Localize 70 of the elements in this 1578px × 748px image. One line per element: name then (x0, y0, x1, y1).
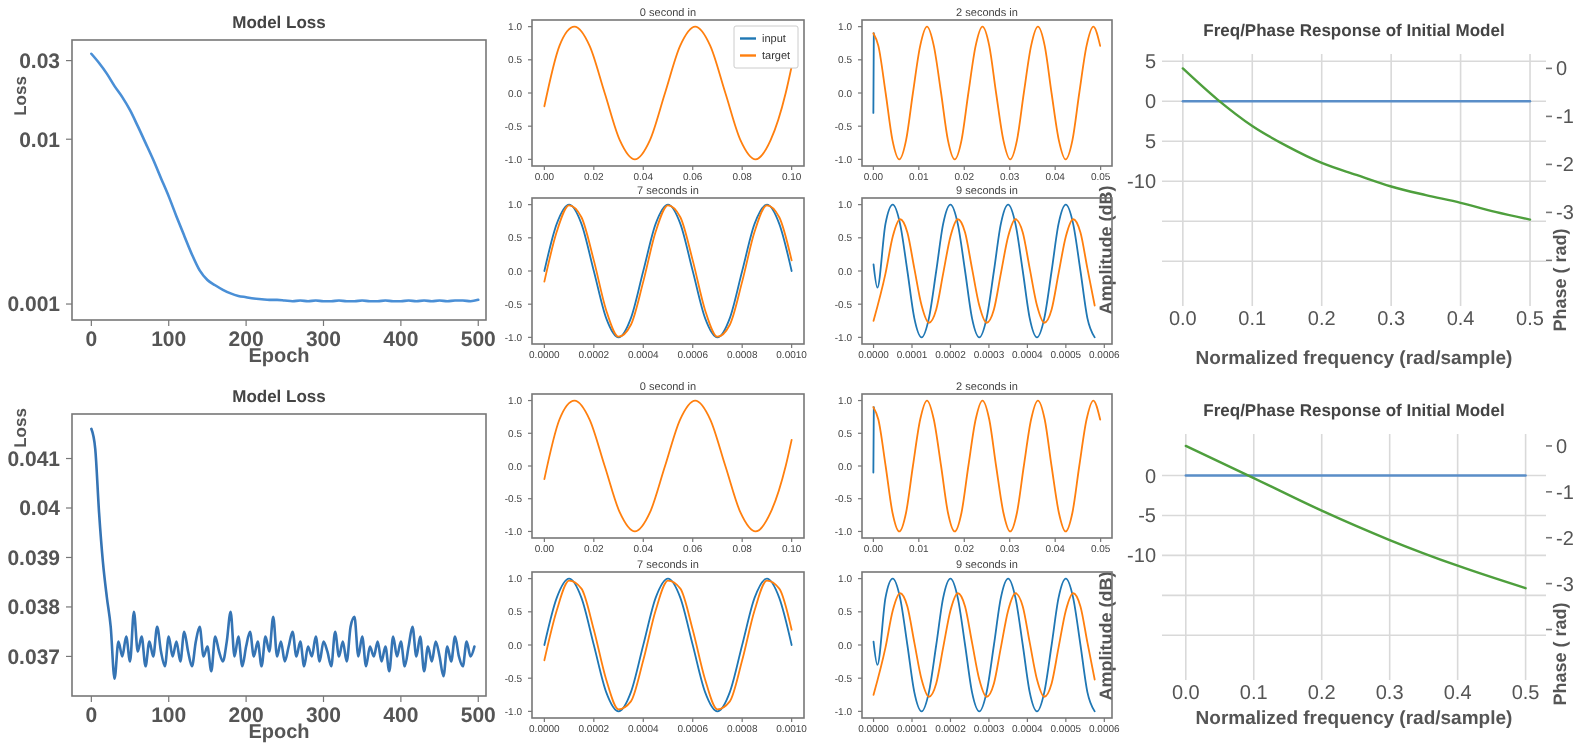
x-axis-title: Normalized frequency (rad/sample) (1195, 348, 1513, 370)
y2-tick-label: -1 (1556, 482, 1575, 505)
line-series (1181, 67, 1532, 221)
x-tick-label: 100 (151, 327, 187, 352)
line-series (872, 203, 1096, 339)
y-tick-label: 0.001 (7, 293, 61, 318)
y-axis-title: Amplitude (dB) (1096, 185, 1117, 315)
x-tick-label: 300 (305, 703, 342, 728)
y-axis-title: Loss (9, 407, 30, 448)
y-tick-label: 0 (1144, 466, 1157, 489)
x-tick-label: 0.5 (1511, 683, 1541, 705)
chart-title: Model Loss (232, 12, 327, 32)
y2-axis-title: Phase ( rad) (1550, 228, 1571, 332)
y-tick-label: -5 (1138, 506, 1157, 529)
y2-tick-label: -2 (1556, 155, 1575, 178)
x-tick-label: 500 (460, 327, 497, 352)
x-axis-title: Normalized frequency (rad/sample) (1195, 708, 1513, 730)
y-tick-label: 5 (1144, 132, 1157, 155)
y2-tick-label: -1 (1556, 107, 1575, 130)
x-tick-label: 0.5 (1516, 309, 1545, 331)
x-tick-label: 500 (460, 703, 497, 728)
y-tick-label: 0 (1144, 92, 1157, 115)
y2-axis-title: Phase ( rad) (1550, 602, 1571, 706)
y-axis-title: Loss (9, 75, 30, 116)
line-series (1184, 444, 1527, 590)
y-tick-label: -10 (1127, 546, 1157, 569)
line-series (872, 592, 1096, 698)
x-tick-label: 0.3 (1377, 309, 1406, 331)
x-tick-label: 0.1 (1239, 683, 1269, 705)
chart-title: Model Loss (232, 386, 327, 406)
x-tick-label: 0 (85, 327, 98, 352)
y-tick-label: -10 (1127, 172, 1157, 195)
y-tick-label: 0.038 (7, 596, 61, 621)
line-series (543, 399, 793, 533)
x-tick-label: 0.2 (1307, 309, 1337, 331)
y2-tick-label: 0 (1556, 59, 1568, 82)
line-series (872, 399, 1102, 533)
chart-title: Freq/Phase Response of Initial Model (1203, 400, 1505, 420)
x-tick-label: 400 (383, 703, 419, 728)
y-tick-label: 0.041 (7, 447, 61, 472)
y2-tick-label: -3 (1556, 574, 1575, 597)
line-series (872, 577, 1096, 713)
x-tick-label: 0.1 (1238, 309, 1268, 331)
y2-tick-label: -3 (1556, 203, 1575, 226)
x-axis-title: Epoch (248, 346, 310, 368)
y-tick-label: 0.01 (19, 128, 61, 153)
x-tick-label: 0.4 (1446, 309, 1476, 331)
x-tick-label: 100 (151, 703, 187, 728)
x-tick-label: 0 (85, 703, 98, 728)
x-tick-label: 0.0 (1168, 309, 1198, 331)
y2-tick-label: 0 (1556, 436, 1568, 459)
x-tick-label: 0.4 (1443, 683, 1473, 705)
y-axis-title: Amplitude (dB) (1096, 571, 1117, 701)
y-tick-label: 5 (1144, 52, 1157, 75)
y-tick-label: 0.037 (7, 645, 61, 670)
y-tick-label: 0.039 (7, 546, 61, 571)
line-series (90, 52, 480, 303)
x-tick-label: 0.3 (1375, 683, 1405, 705)
chart-title: Freq/Phase Response of Initial Model (1203, 20, 1505, 40)
y-tick-label: 0.03 (19, 49, 61, 74)
x-tick-label: 300 (305, 327, 342, 352)
line-series (872, 218, 1096, 324)
line-series (90, 427, 476, 680)
x-tick-label: 0.0 (1171, 683, 1201, 705)
x-axis-title: Epoch (248, 722, 310, 744)
line-series (872, 25, 1102, 161)
y2-tick-label: -2 (1556, 528, 1575, 551)
x-tick-label: 400 (383, 327, 419, 352)
x-tick-label: 0.2 (1307, 683, 1337, 705)
y-tick-label: 0.04 (19, 497, 61, 522)
